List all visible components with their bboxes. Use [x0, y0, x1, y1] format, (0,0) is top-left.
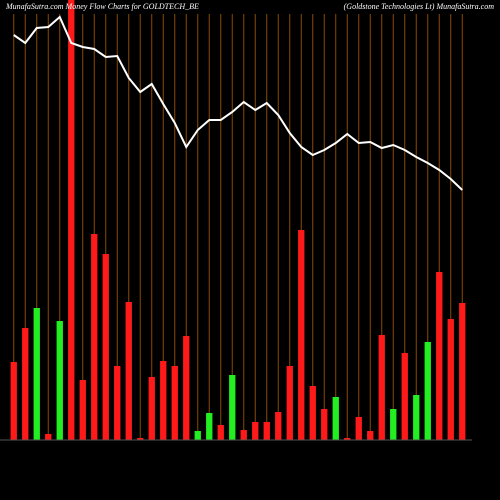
chart-subtitle: (Goldstone Technologies Lt) MunafaSutra.… [344, 2, 495, 11]
bar [102, 254, 109, 440]
bar [413, 395, 420, 440]
bar [263, 422, 270, 440]
bar [148, 377, 155, 440]
bar [355, 417, 362, 440]
bar [68, 0, 75, 440]
bar [183, 336, 190, 440]
bar [378, 335, 385, 440]
bar [137, 438, 144, 440]
bar [424, 342, 431, 440]
bar [344, 438, 351, 440]
chart-title: MunafaSutra.com Money Flow Charts for GO… [5, 2, 199, 11]
bar [436, 272, 443, 440]
bar [298, 230, 305, 440]
bar [125, 302, 132, 440]
bar [240, 430, 247, 440]
bar [390, 409, 397, 440]
bar [309, 386, 316, 440]
bar [10, 362, 17, 440]
bar [91, 234, 98, 440]
bar [459, 303, 466, 440]
bar [286, 366, 293, 440]
bar [33, 308, 40, 440]
bar [401, 353, 408, 440]
bar [229, 375, 236, 440]
bar [22, 328, 29, 440]
bar [79, 380, 86, 440]
bar [332, 397, 339, 440]
bar [114, 366, 121, 440]
bar [252, 422, 259, 440]
bar [367, 431, 374, 440]
bar [45, 434, 52, 440]
bar [160, 361, 167, 440]
bar [275, 412, 282, 440]
bar [194, 431, 201, 440]
bar [206, 413, 213, 440]
bar [321, 409, 328, 440]
bar [447, 319, 454, 440]
line [13, 15, 463, 191]
bar [171, 366, 178, 440]
bar [56, 321, 63, 440]
bar [217, 425, 224, 440]
